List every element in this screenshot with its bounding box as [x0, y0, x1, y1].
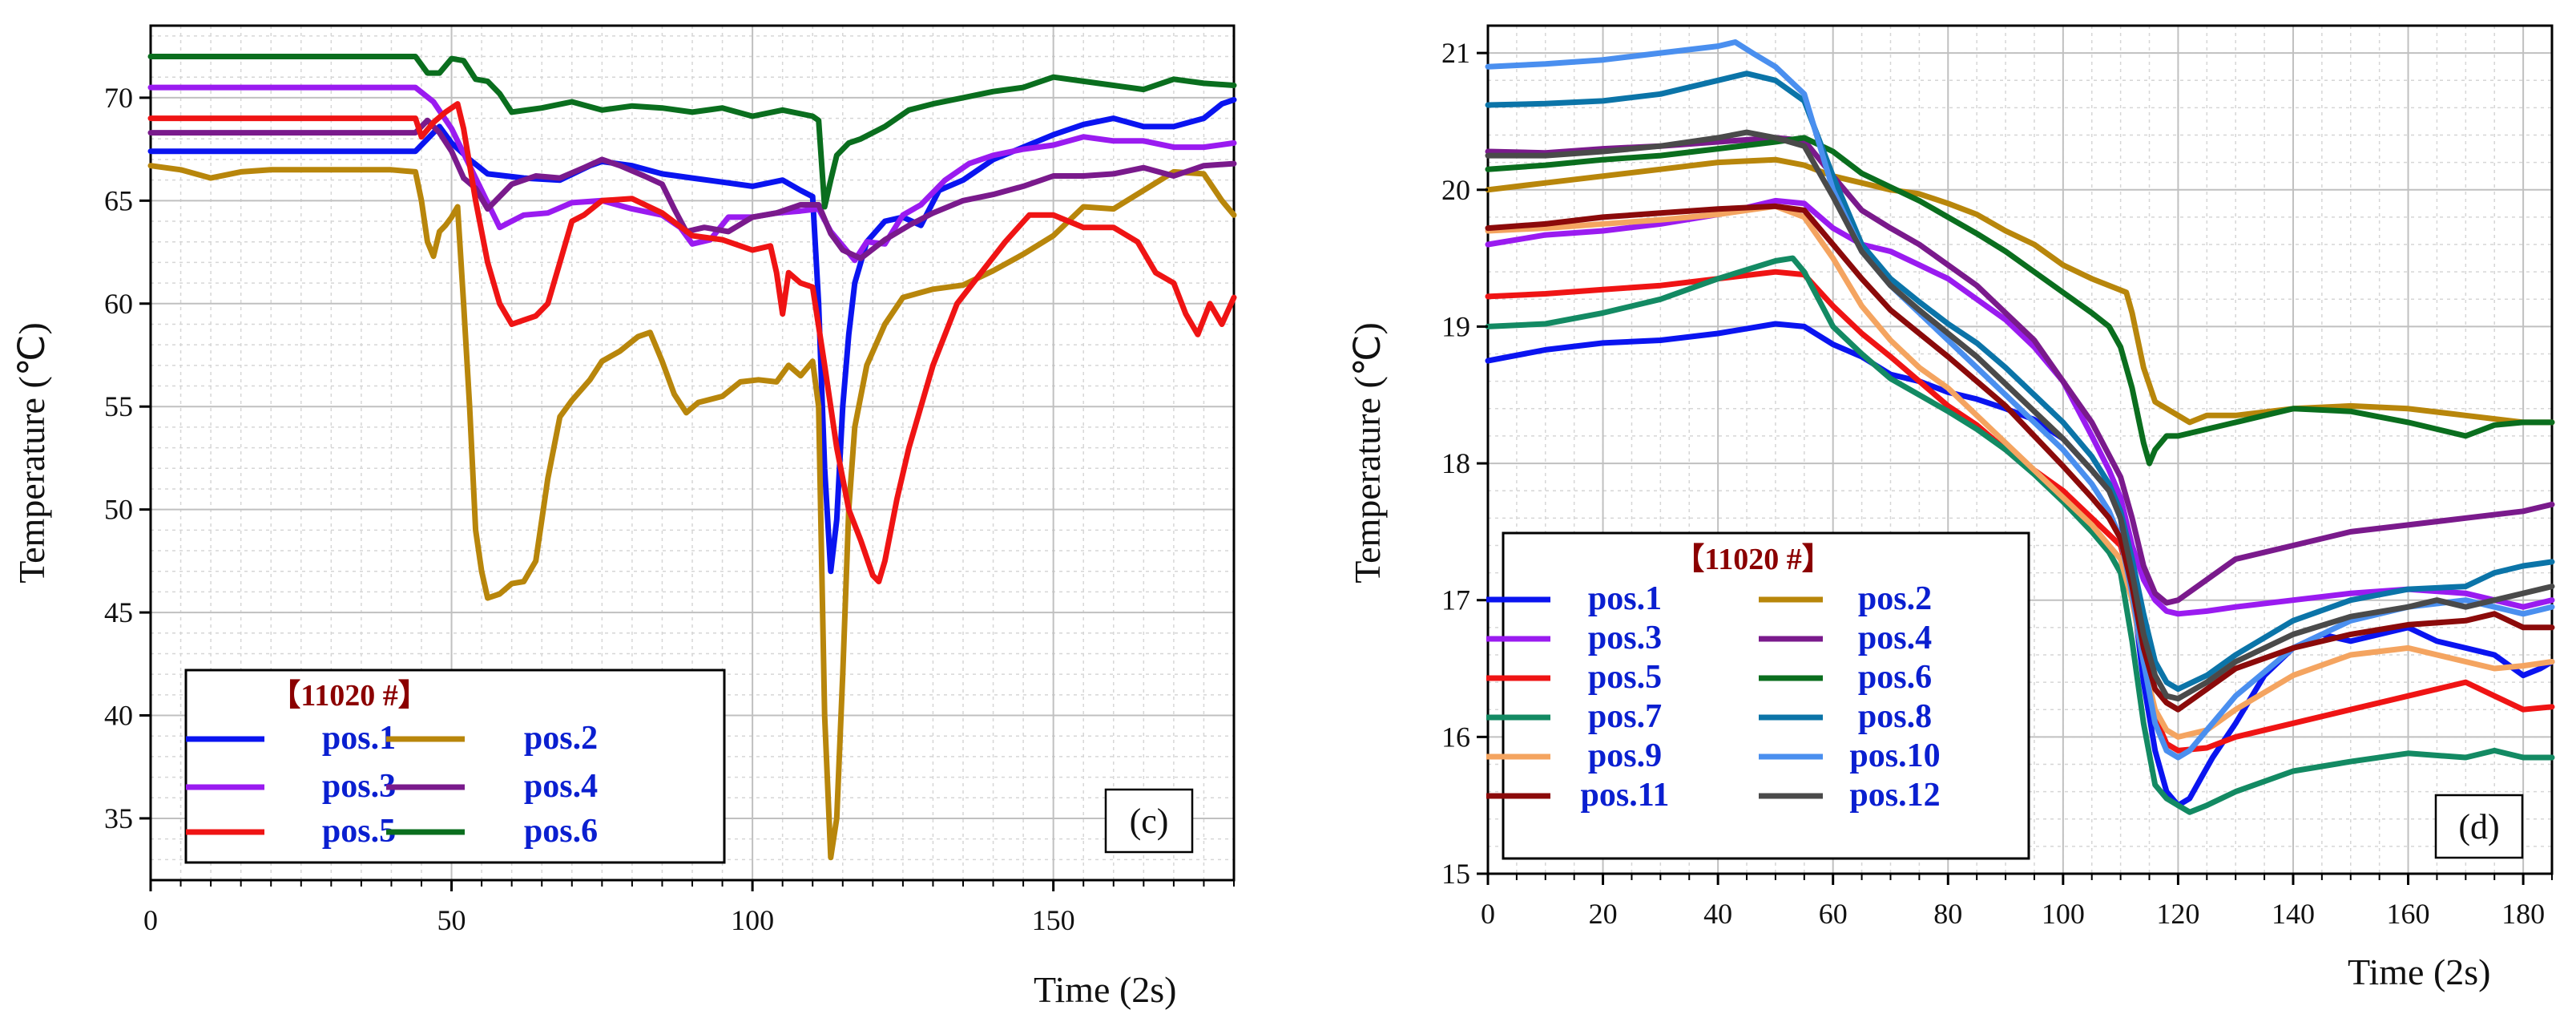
panel-label: (d) — [2458, 807, 2499, 846]
y-tick-label: 20 — [1441, 174, 1470, 206]
x-tick-label: 0 — [1481, 898, 1495, 930]
series-line-pos-6 — [147, 54, 1237, 210]
legend: 【11020 #】 pos.1 pos.2 pos.3 pos.4 pos.5 pos.6 — [184, 669, 726, 864]
y-tick-label: 18 — [1441, 447, 1470, 479]
legend-label-pos-5: pos.5 — [1588, 659, 1662, 696]
legend-title: 【11020 #】 — [1674, 543, 1832, 576]
chart-panel-c: 0 50 100 150 35 40 45 50 55 60 65 70 Temperature (℃)… — [11, 24, 1237, 1010]
x-tick-label: 120 — [2156, 898, 2199, 930]
series-line-pos-3 — [1485, 197, 2555, 617]
x-tick-label: 40 — [1703, 898, 1732, 930]
y-tick-label: 19 — [1441, 310, 1470, 342]
x-axis-title: Time (2s) — [1034, 969, 1177, 1010]
series-line-pos-1 — [147, 97, 1237, 575]
x-tick-label: 20 — [1589, 898, 1618, 930]
panel-label-box — [1104, 788, 1194, 854]
x-tick-label: 160 — [2387, 898, 2430, 930]
legend-label-pos-1: pos.1 — [1588, 580, 1662, 617]
y-tick-label: 50 — [104, 494, 133, 526]
legend-label-pos-12: pos.12 — [1849, 777, 1940, 814]
y-tick-label: 55 — [104, 390, 133, 422]
panel-label: (c) — [1130, 802, 1169, 841]
y-tick-label: 16 — [1441, 721, 1470, 753]
x-tick-label: 80 — [1933, 898, 1962, 930]
legend-label-pos-10: pos.10 — [1849, 737, 1940, 774]
y-tick-label: 21 — [1441, 37, 1470, 69]
panel-label-box — [2434, 794, 2524, 859]
y-tick-label: 40 — [104, 700, 133, 732]
x-tick-label: 100 — [2042, 898, 2085, 930]
y-tick-label: 60 — [104, 288, 133, 320]
y-tick-label: 45 — [104, 596, 133, 628]
x-tick-label: 100 — [731, 904, 774, 936]
series-line-pos-11 — [1485, 203, 2555, 713]
series-line-pos-6 — [1485, 135, 2555, 467]
series-line-pos-2 — [147, 163, 1237, 861]
legend-label-pos-9: pos.9 — [1588, 737, 1662, 774]
legend-label-pos-4: pos.4 — [524, 768, 598, 805]
legend-label-pos-3: pos.3 — [1588, 620, 1662, 656]
legend-box — [1502, 531, 2030, 860]
x-tick-label: 50 — [437, 904, 466, 936]
series-line-pos-8 — [1485, 71, 2555, 693]
x-tick-label: 140 — [2272, 898, 2315, 930]
legend-title: 【11020 #】 — [270, 679, 428, 713]
y-axis-title: Temperature (℃) — [11, 322, 52, 584]
y-tick-label: 35 — [104, 802, 133, 834]
x-tick-label: 180 — [2501, 898, 2545, 930]
x-tick-label: 0 — [143, 904, 158, 936]
legend-label-pos-1: pos.1 — [322, 720, 396, 757]
series-line-pos-7 — [1485, 255, 2555, 815]
series-line-pos-5 — [1485, 269, 2555, 753]
legend-label-pos-6: pos.6 — [1858, 659, 1932, 696]
y-tick-label: 70 — [104, 82, 133, 114]
legend-label-pos-2: pos.2 — [1858, 580, 1932, 617]
legend-label-pos-7: pos.7 — [1588, 698, 1662, 735]
series-line-pos-4 — [147, 117, 1237, 261]
y-axis-title: Temperature (℃) — [1347, 322, 1388, 584]
legend-label-pos-11: pos.11 — [1581, 777, 1670, 814]
y-tick-label: 15 — [1441, 858, 1470, 890]
series-line-pos-12 — [1485, 129, 2555, 702]
plot-frame — [1486, 24, 2554, 875]
x-tick-label: 150 — [1032, 904, 1075, 936]
legend-label-pos-3: pos.3 — [322, 768, 396, 805]
legend-label-pos-6: pos.6 — [524, 813, 598, 850]
legend-label-pos-2: pos.2 — [524, 720, 598, 757]
y-tick-label: 65 — [104, 184, 133, 216]
x-tick-label: 60 — [1819, 898, 1848, 930]
legend-label-pos-8: pos.8 — [1858, 698, 1932, 735]
series-line-pos-5 — [147, 101, 1237, 584]
legend-label-pos-5: pos.5 — [322, 813, 396, 850]
x-axis-title: Time (2s) — [2348, 951, 2491, 992]
y-tick-label: 17 — [1441, 584, 1470, 616]
chart-panel-d: 0 20 40 60 80 100 120 140 160 180 15 16 17 18 19 20 21 Te… — [1347, 24, 2555, 992]
legend-label-pos-4: pos.4 — [1858, 620, 1932, 656]
